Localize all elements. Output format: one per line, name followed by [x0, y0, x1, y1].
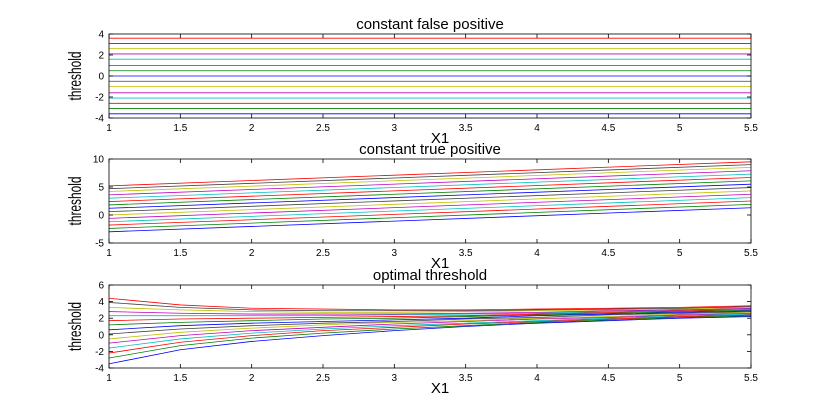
y-tick-label: 4 — [98, 30, 104, 41]
y-axis-label: threshold — [66, 177, 86, 226]
series-line — [108, 313, 752, 349]
x-tick-label: 3 — [392, 123, 398, 134]
series-line — [108, 170, 752, 196]
series-line — [108, 307, 752, 315]
y-tick-label: -4 — [95, 364, 104, 375]
x-tick-label: 3.5 — [459, 373, 473, 384]
series-line — [108, 180, 752, 206]
series-line — [108, 311, 752, 335]
series-line — [108, 307, 752, 313]
series-line — [108, 203, 752, 229]
x-tick-label: 3.5 — [459, 123, 473, 134]
x-axis-label: X1 — [431, 130, 449, 147]
x-tick-label: 2.5 — [316, 248, 330, 259]
series-line — [108, 183, 752, 209]
x-tick-label: 1.5 — [173, 248, 187, 259]
chart-title: constant true positive — [359, 141, 501, 158]
y-tick-label: 10 — [93, 155, 105, 166]
chart-title: constant false positive — [356, 16, 504, 33]
series-line — [108, 197, 752, 223]
y-tick-label: 0 — [98, 330, 104, 341]
y-tick-label: 0 — [98, 211, 104, 222]
x-tick-label: 2.5 — [316, 123, 330, 134]
x-tick-label: 5.5 — [744, 123, 758, 134]
x-tick-label: 2 — [249, 123, 255, 134]
x-tick-label: 2.5 — [316, 373, 330, 384]
series-line — [108, 316, 752, 365]
series-line — [108, 302, 752, 312]
x-tick-label: 3 — [392, 248, 398, 259]
x-tick-label: 5.5 — [744, 248, 758, 259]
x-tick-label: 3.5 — [459, 248, 473, 259]
y-tick-label: 6 — [98, 281, 104, 292]
x-tick-label: 1 — [106, 373, 112, 384]
chart-title: optimal threshold — [373, 267, 487, 284]
x-tick-label: 5.5 — [744, 373, 758, 384]
x-tick-label: 1.5 — [173, 123, 187, 134]
series-line — [108, 187, 752, 213]
series-line — [108, 167, 752, 192]
y-tick-label: -5 — [95, 239, 104, 250]
series-line — [108, 177, 752, 202]
x-tick-label: 2 — [249, 373, 255, 384]
x-tick-label: 4.5 — [601, 248, 615, 259]
y-tick-label: 4 — [98, 297, 104, 308]
series-line — [108, 315, 752, 359]
series-line — [108, 312, 752, 344]
y-tick-label: -4 — [95, 114, 104, 125]
series-line — [108, 193, 752, 219]
x-tick-label: 4.5 — [601, 373, 615, 384]
x-tick-label: 4 — [534, 123, 540, 134]
series-line — [108, 310, 752, 331]
x-tick-label: 4.5 — [601, 123, 615, 134]
x-tick-label: 3 — [392, 373, 398, 384]
y-tick-label: -2 — [95, 347, 104, 358]
series-line — [108, 190, 752, 216]
x-tick-label: 2 — [249, 248, 255, 259]
chart-panel: 1 1.5 2 2.5 3 3.5 4 4.5 5 5.5 -4 -2 0 2 4 6 optimal thre… — [66, 267, 759, 397]
y-tick-label: 5 — [98, 183, 104, 194]
x-axis-label: X1 — [431, 255, 449, 272]
series-line — [108, 161, 752, 187]
series-line — [108, 308, 752, 322]
y-tick-label: 2 — [98, 314, 104, 325]
x-tick-label: 5 — [677, 123, 683, 134]
series-line — [108, 297, 752, 311]
series-line — [108, 207, 752, 233]
series-line — [109, 308, 752, 317]
y-axis-label: threshold — [66, 302, 86, 351]
chart-panel: 1 1.5 2 2.5 3 3.5 4 4.5 5 5.5 -5 0 5 10 constant true … — [66, 141, 759, 272]
x-tick-label: 4 — [534, 248, 540, 259]
x-tick-label: 1 — [106, 123, 112, 134]
series-line — [108, 311, 752, 340]
axes-box — [108, 284, 752, 369]
chart-panel: 1 1.5 2 2.5 3 3.5 4 4.5 5 5.5 -4 -2 0 2 4 constant fals… — [66, 16, 759, 147]
y-axis-label: threshold — [66, 52, 86, 101]
series-line — [108, 164, 752, 190]
axes-box — [108, 158, 752, 244]
x-tick-label: 1 — [106, 248, 112, 259]
series-line — [108, 173, 752, 199]
series-line — [108, 200, 752, 226]
x-tick-label: 5 — [677, 373, 683, 384]
y-tick-label: 0 — [98, 72, 104, 83]
series-line — [108, 314, 752, 354]
x-tick-label: 4 — [534, 373, 540, 384]
y-tick-label: -2 — [95, 93, 104, 104]
y-tick-label: 2 — [98, 51, 104, 62]
x-tick-label: 1.5 — [173, 373, 187, 384]
series-line — [108, 309, 752, 326]
x-tick-label: 5 — [677, 248, 683, 259]
x-axis-label: X1 — [431, 380, 449, 397]
